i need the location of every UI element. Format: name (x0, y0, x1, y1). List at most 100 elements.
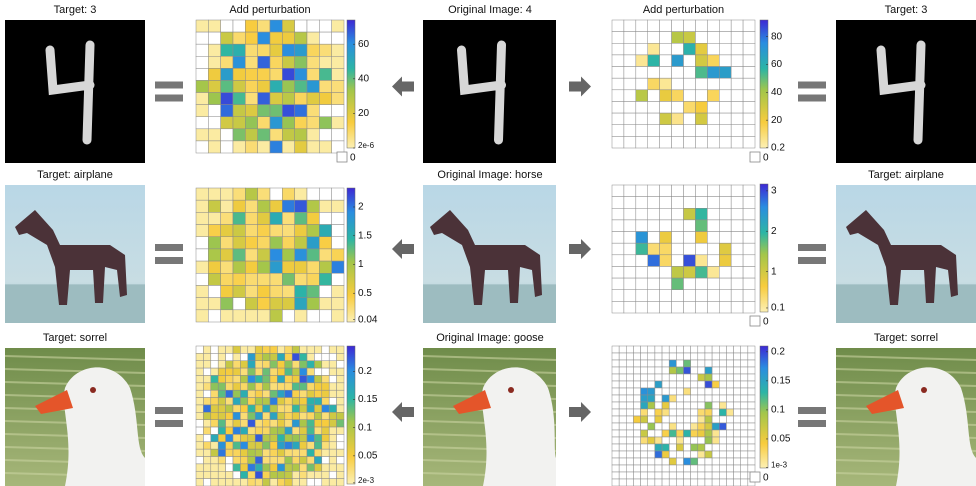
perturbation-cell (321, 441, 330, 450)
perturbation-cell (262, 441, 271, 450)
perturbation-cell (195, 116, 209, 130)
perturbation-cell (254, 419, 263, 428)
wave (835, 355, 976, 361)
perturbation-cell (331, 248, 345, 262)
perturbation-cell (730, 124, 744, 137)
perturbation-cell (336, 478, 345, 486)
perturbation-cell (623, 219, 637, 232)
perturbation-cell (269, 360, 278, 369)
perturbation-cell (269, 80, 283, 93)
perturbation-cell (314, 412, 323, 420)
perturbation-cell (726, 373, 734, 382)
perturbation-cell (668, 443, 677, 452)
perturbation-cell (257, 273, 271, 286)
image-title: Target: airplane (37, 169, 113, 181)
perturbation-cell (210, 353, 219, 361)
perturbation-cell (711, 443, 720, 452)
perturbation-cell (671, 66, 684, 79)
perturbation-cell (314, 471, 323, 479)
perturbation-cell (611, 136, 625, 149)
perturbation-cell (195, 375, 204, 384)
perturbation-cell (719, 242, 732, 256)
perturbation-cell (331, 260, 345, 274)
perturbation-cell (611, 19, 625, 32)
perturbation-cell (210, 463, 219, 472)
perturbation-cell (203, 345, 212, 354)
perturbation-cell (668, 464, 677, 473)
perturbation-cell (697, 380, 706, 389)
perturbation-cell (647, 478, 656, 486)
equals-sign (798, 407, 826, 427)
perturbation-cell (195, 128, 209, 142)
perturbation-cell (726, 387, 734, 396)
perturbation-cell (733, 366, 741, 375)
perturbation-cell (225, 471, 234, 479)
perturbation-cell (623, 101, 637, 114)
perturbation-cell (695, 101, 708, 114)
perturbation-cell (623, 208, 637, 221)
perturbation-cell (659, 184, 672, 197)
perturbation-cell (247, 419, 256, 428)
perturbation-cell (225, 419, 234, 428)
perturbation-cell (328, 360, 337, 369)
perturbation-cell (654, 436, 663, 445)
perturbation-cell (232, 68, 246, 81)
perturbation-cell (331, 187, 345, 201)
perturbation-cell (225, 434, 234, 443)
perturbation-cell (707, 242, 720, 256)
perturbation-cell (683, 471, 691, 480)
image-title: Original Image: horse (437, 169, 542, 181)
colorbar: 0.2 20 40 60 80 0 (749, 19, 785, 164)
perturbation-cell (328, 441, 337, 450)
perturbation-grid (611, 184, 756, 314)
perturbation-cell (690, 408, 699, 417)
perturbation-cell (306, 31, 320, 45)
perturbation-cell (611, 124, 625, 137)
perturbation-cell (306, 478, 315, 486)
perturbation-cell (611, 429, 620, 438)
perturbation-cell (647, 429, 656, 438)
perturbation-cell (257, 236, 271, 250)
perturbation-cell (331, 236, 345, 250)
perturbation-cell (707, 231, 720, 244)
perturbation-cell (331, 309, 345, 323)
perturbation-cell (282, 80, 295, 93)
colorbar-tick-label: 3 (771, 186, 777, 197)
perturbation-cell (654, 373, 663, 382)
perturbation-cell (217, 360, 226, 369)
perturbation-cell (314, 389, 323, 398)
perturbation-cell (277, 471, 286, 479)
perturbation-cell (623, 54, 637, 67)
perturbation-cell (225, 456, 234, 465)
perturbation-cell (704, 464, 713, 473)
perturbation-cell (747, 401, 756, 410)
perturbation-cell (282, 297, 295, 311)
perturbation-cell (633, 387, 641, 396)
perturbation-cell (321, 478, 330, 486)
perturbation-cell (740, 464, 749, 473)
perturbation-cell (277, 478, 286, 486)
perturbation-cell (740, 436, 749, 445)
colorbar-tick-label: 0.05 (771, 434, 791, 445)
colorbar-tick-label: 40 (771, 87, 783, 98)
perturbation-cell (328, 345, 337, 354)
perturbation-cell (707, 89, 720, 102)
perturbation-cell (676, 422, 684, 431)
perturbation-cell (690, 429, 699, 438)
perturbation-cell (704, 436, 713, 445)
perturbation-cell (711, 436, 720, 445)
perturbation-cell (262, 404, 271, 413)
perturbation-cell (220, 309, 234, 323)
perturbation-cell (707, 196, 720, 209)
perturbation-cell (240, 360, 249, 369)
perturbation-cell (742, 289, 756, 302)
perturbation-cell (647, 345, 656, 354)
perturbation-cell (618, 478, 627, 486)
perturbation-cell (726, 478, 734, 486)
perturbation-cell (319, 260, 332, 274)
perturbation-cell (726, 422, 734, 431)
perturbation-cell (683, 373, 691, 382)
perturbation-cell (611, 408, 620, 417)
perturbation-cell (676, 457, 684, 466)
